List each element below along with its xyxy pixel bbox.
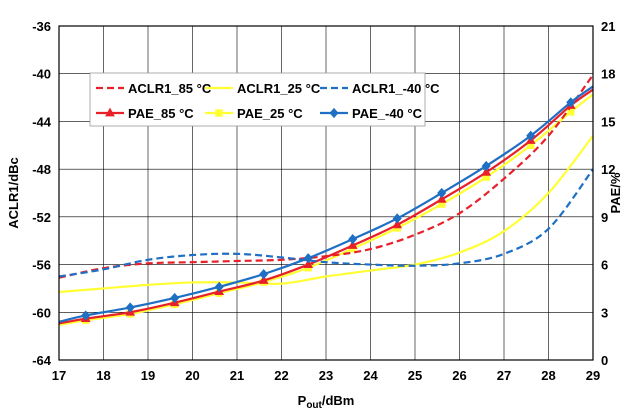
data-point-diamond	[392, 213, 402, 224]
y-axis-title: ACLR1/dBc	[6, 157, 21, 229]
x-axis-title: Pout/dBm	[298, 393, 355, 411]
x-tick-label: 17	[52, 368, 66, 383]
legend-item: ACLR1_-40 °C	[320, 81, 440, 96]
data-point-triangle	[436, 194, 447, 203]
data-point-diamond	[437, 187, 447, 199]
x-axis-title-main: P	[298, 393, 307, 408]
y2-tick-label: 6	[601, 258, 608, 273]
y2-tick-label: 9	[601, 210, 608, 225]
legend-label: ACLR1_25 °C	[237, 81, 321, 96]
data-point-triangle	[392, 219, 403, 229]
legend-label: PAE_85 °C	[128, 106, 194, 121]
x-tick-label: 23	[319, 368, 333, 383]
data-point-diamond	[348, 234, 358, 245]
series-1	[58, 135, 594, 294]
series-line	[58, 135, 594, 294]
data-point-diamond	[259, 269, 269, 280]
legend-label: ACLR1_85 °C	[128, 81, 212, 96]
series-2	[58, 168, 594, 278]
x-tick-label: 20	[185, 368, 199, 383]
legend-label: ACLR1_-40 °C	[352, 81, 440, 96]
y2-tick-label: 15	[601, 114, 615, 129]
y2-tick-label: 12	[601, 162, 615, 177]
x-tick-label: 18	[96, 368, 110, 383]
x-tick-label: 22	[274, 368, 288, 383]
data-point-triangle	[105, 107, 115, 117]
series-line	[58, 168, 594, 278]
data-point-diamond	[81, 310, 91, 321]
y-tick-label: -48	[32, 162, 51, 177]
legend: ACLR1_85 °C ACLR1_25 °C ACLR1_-40 °C PAE_85…	[89, 72, 440, 127]
legend-box	[89, 72, 426, 127]
x-tick-label: 26	[452, 368, 466, 383]
data-point-diamond	[566, 97, 576, 108]
x-tick-label: 21	[230, 368, 244, 383]
plot-border	[58, 25, 594, 361]
y-tick-label: -36	[32, 19, 51, 34]
x-tick-label: 27	[497, 368, 511, 383]
legend-label: PAE_-40 °C	[352, 106, 423, 121]
y-tick-label: -40	[32, 67, 51, 82]
data-point-diamond	[526, 130, 536, 141]
legend-item: PAE_-40 °C	[320, 106, 423, 121]
y2-tick-label: 3	[601, 305, 608, 320]
data-point-triangle	[303, 259, 314, 268]
data-point-triangle	[347, 240, 358, 249]
data-point-diamond	[481, 160, 491, 172]
legend-label: PAE_25 °C	[237, 106, 303, 121]
data-point-square	[215, 109, 223, 117]
y-tick-label: -60	[32, 305, 51, 320]
y2-tick-label: 21	[601, 19, 615, 34]
y2-tick-label: 18	[601, 67, 615, 82]
data-point-diamond	[125, 302, 135, 313]
x-tick-label: 28	[541, 368, 555, 383]
x-tick-label: 19	[141, 368, 155, 383]
legend-item: PAE_85 °C	[96, 106, 194, 121]
y2-axis-title: PAE/%	[608, 172, 623, 213]
x-tick-label: 24	[363, 368, 378, 383]
series-5	[58, 85, 594, 323]
y2-tick-label: 0	[601, 353, 608, 368]
y-tick-label: -56	[32, 258, 51, 273]
y-tick-label: -44	[32, 114, 52, 129]
data-point-triangle	[481, 167, 492, 176]
series-layer	[58, 74, 594, 327]
x-axis-title-unit: /dBm	[322, 393, 355, 408]
data-point-diamond	[303, 253, 313, 264]
x-tick-label: 25	[408, 368, 422, 383]
y-tick-label: -52	[32, 210, 51, 225]
x-tick-label: 29	[586, 368, 600, 383]
y-tick-label: -64	[32, 353, 52, 368]
data-point-triangle	[258, 275, 269, 284]
legend-item: ACLR1_25 °C	[205, 81, 321, 96]
data-point-diamond	[214, 281, 224, 292]
tick-labels: 17 18 19 20 21 22 23 24 25 26 27 28 29 -36 -40 -44 -48 -5…	[32, 19, 615, 383]
legend-item: PAE_25 °C	[205, 106, 303, 121]
legend-item: ACLR1_85 °C	[96, 81, 212, 96]
x-axis-title-sub: out	[306, 400, 322, 411]
data-point-diamond	[329, 107, 339, 119]
data-point-diamond	[170, 292, 180, 304]
